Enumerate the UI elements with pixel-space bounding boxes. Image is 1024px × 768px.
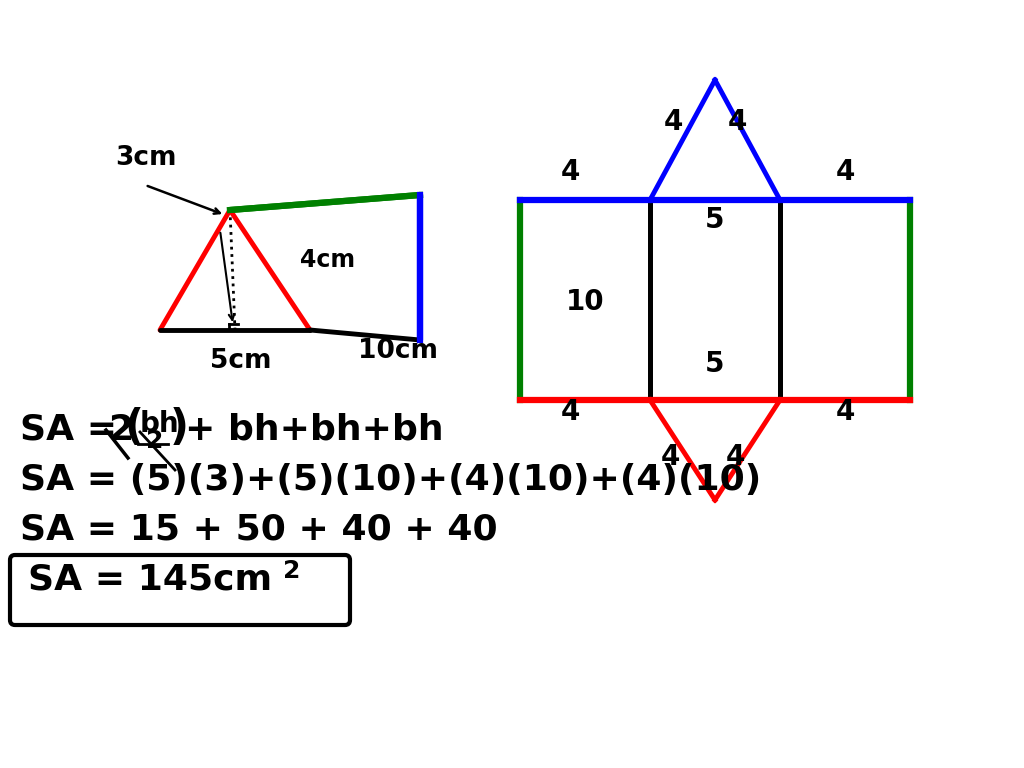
Text: 4: 4: [660, 443, 680, 471]
Text: 4cm: 4cm: [300, 248, 355, 272]
Text: 4: 4: [725, 443, 744, 471]
Text: 2: 2: [283, 559, 300, 583]
Text: 10cm: 10cm: [358, 338, 438, 364]
Text: 4: 4: [560, 158, 580, 186]
FancyBboxPatch shape: [10, 555, 350, 625]
Text: 10: 10: [565, 288, 604, 316]
Text: bh: bh: [140, 410, 179, 438]
Text: (: (: [124, 407, 143, 449]
Text: 4: 4: [727, 108, 746, 136]
Text: 3cm: 3cm: [115, 145, 176, 171]
Text: SA =: SA =: [20, 413, 130, 447]
FancyBboxPatch shape: [520, 200, 650, 400]
Text: 4: 4: [836, 398, 855, 426]
Text: 2: 2: [108, 413, 133, 447]
Text: + bh+bh+bh: + bh+bh+bh: [185, 413, 443, 447]
Text: SA = 15 + 50 + 40 + 40: SA = 15 + 50 + 40 + 40: [20, 513, 498, 547]
Text: 4: 4: [836, 158, 855, 186]
Text: 5: 5: [706, 206, 725, 234]
Text: SA = (5)(3)+(5)(10)+(4)(10)+(4)(10): SA = (5)(3)+(5)(10)+(4)(10)+(4)(10): [20, 463, 761, 497]
Text: 5: 5: [706, 350, 725, 378]
Text: 4: 4: [560, 398, 580, 426]
Text: ): ): [170, 407, 189, 449]
Text: 5cm: 5cm: [210, 348, 271, 374]
Text: 4: 4: [664, 108, 683, 136]
Text: SA = 145cm: SA = 145cm: [28, 563, 272, 597]
Text: 2: 2: [146, 429, 164, 453]
